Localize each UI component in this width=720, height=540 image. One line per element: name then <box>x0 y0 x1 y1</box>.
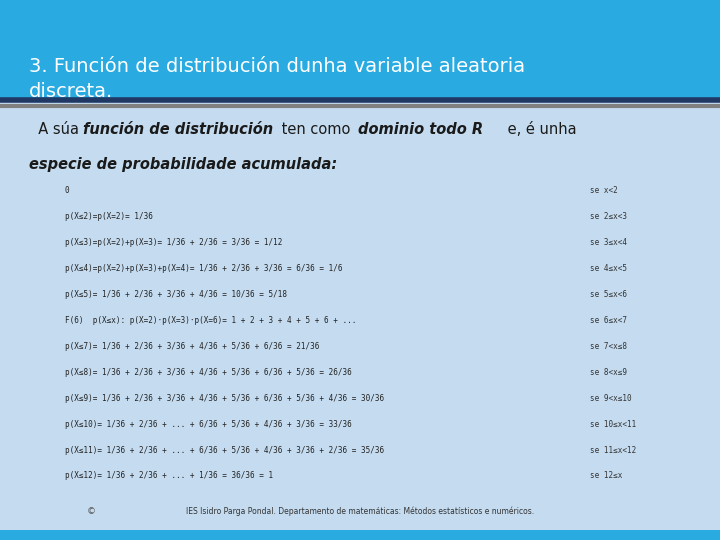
Text: p(X≤11)= 1/36 + 2/36 + ... + 6/36 + 5/36 + 4/36 + 3/36 + 2/36 = 35/36: p(X≤11)= 1/36 + 2/36 + ... + 6/36 + 5/36… <box>65 446 384 455</box>
Text: especie de probabilidade acumulada:: especie de probabilidade acumulada: <box>29 157 337 172</box>
Text: p(X≤2)=p(X=2)= 1/36: p(X≤2)=p(X=2)= 1/36 <box>65 212 153 221</box>
Text: A súa: A súa <box>29 122 84 137</box>
Text: 3. Función de distribución dunha variable aleatoria
discreta.: 3. Función de distribución dunha variabl… <box>29 57 525 100</box>
Text: se x<2: se x<2 <box>590 186 618 195</box>
Text: 0: 0 <box>65 186 69 195</box>
Text: se 7<x≤8: se 7<x≤8 <box>590 342 627 351</box>
Text: se 5≤x<6: se 5≤x<6 <box>590 290 627 299</box>
Text: p(X≤4)=p(X=2)+p(X=3)+p(X=4)= 1/36 + 2/36 + 3/36 = 6/36 = 1/6: p(X≤4)=p(X=2)+p(X=3)+p(X=4)= 1/36 + 2/36… <box>65 264 342 273</box>
Text: se 6≤x<7: se 6≤x<7 <box>590 316 627 325</box>
Text: p(X≤9)= 1/36 + 2/36 + 3/36 + 4/36 + 5/36 + 6/36 + 5/36 + 4/36 = 30/36: p(X≤9)= 1/36 + 2/36 + 3/36 + 4/36 + 5/36… <box>65 394 384 403</box>
Text: se 12≤x: se 12≤x <box>590 471 623 481</box>
Text: se 4≤x<5: se 4≤x<5 <box>590 264 627 273</box>
Text: se 2≤x<3: se 2≤x<3 <box>590 212 627 221</box>
Text: se 8<x≤9: se 8<x≤9 <box>590 368 627 377</box>
Text: se 10≤x<11: se 10≤x<11 <box>590 420 636 429</box>
Text: se 3≤x<4: se 3≤x<4 <box>590 238 627 247</box>
Text: se 9<x≤10: se 9<x≤10 <box>590 394 632 403</box>
Text: ten como: ten como <box>277 122 355 137</box>
Text: p(X≤12)= 1/36 + 2/36 + ... + 1/36 = 36/36 = 1: p(X≤12)= 1/36 + 2/36 + ... + 1/36 = 36/3… <box>65 471 273 481</box>
FancyBboxPatch shape <box>0 0 720 100</box>
Text: ©: © <box>86 507 95 516</box>
Text: F(6)  p(X≤x): p(X=2)·p(X=3)·p(X=6)= 1 + 2 + 3 + 4 + 5 + 6 + ...: F(6) p(X≤x): p(X=2)·p(X=3)·p(X=6)= 1 + 2… <box>65 316 356 325</box>
Text: se 11≤x<12: se 11≤x<12 <box>590 446 636 455</box>
Text: IES Isidro Parga Pondal. Departamento de matemáticas: Métodos estatísticos e num: IES Isidro Parga Pondal. Departamento de… <box>186 506 534 516</box>
Text: dominio todo R: dominio todo R <box>358 122 483 137</box>
FancyBboxPatch shape <box>0 530 720 540</box>
Text: p(X≤7)= 1/36 + 2/36 + 3/36 + 4/36 + 5/36 + 6/36 = 21/36: p(X≤7)= 1/36 + 2/36 + 3/36 + 4/36 + 5/36… <box>65 342 319 351</box>
Text: p(X≤3)=p(X=2)+p(X=3)= 1/36 + 2/36 = 3/36 = 1/12: p(X≤3)=p(X=2)+p(X=3)= 1/36 + 2/36 = 3/36… <box>65 238 282 247</box>
Text: p(X≤8)= 1/36 + 2/36 + 3/36 + 4/36 + 5/36 + 6/36 + 5/36 = 26/36: p(X≤8)= 1/36 + 2/36 + 3/36 + 4/36 + 5/36… <box>65 368 351 377</box>
Text: p(X≤5)= 1/36 + 2/36 + 3/36 + 4/36 = 10/36 = 5/18: p(X≤5)= 1/36 + 2/36 + 3/36 + 4/36 = 10/3… <box>65 290 287 299</box>
Text: función de distribución: función de distribución <box>83 122 273 137</box>
Text: p(X≤10)= 1/36 + 2/36 + ... + 6/36 + 5/36 + 4/36 + 3/36 = 33/36: p(X≤10)= 1/36 + 2/36 + ... + 6/36 + 5/36… <box>65 420 351 429</box>
Text: e, é unha: e, é unha <box>503 122 576 137</box>
